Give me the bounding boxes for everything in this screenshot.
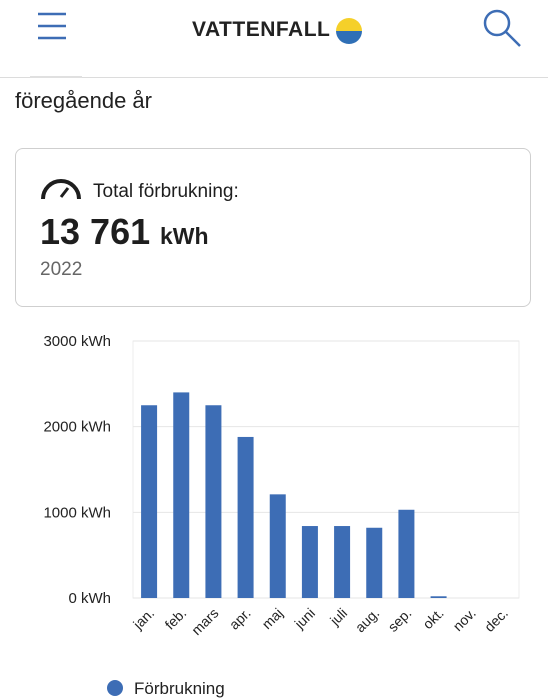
summary-label: Total förbrukning: (93, 181, 239, 202)
x-tick-label: dec. (481, 605, 511, 635)
legend-label: Förbrukning (134, 679, 225, 698)
gauge-icon (41, 179, 81, 200)
y-tick-label: 0 kWh (68, 590, 111, 607)
x-tick-label: sep. (385, 605, 415, 635)
x-tick-label: aug. (352, 605, 383, 636)
scroll-hint (30, 76, 82, 78)
bar (398, 509, 415, 598)
legend-marker (107, 680, 123, 696)
y-tick-label: 2000 kWh (43, 419, 111, 436)
x-tick-label: apr. (226, 605, 254, 633)
y-tick-label: 3000 kWh (43, 333, 111, 350)
x-tick-label: nov. (450, 605, 479, 634)
summary-year: 2022 (40, 259, 83, 280)
x-tick-label: okt. (419, 605, 446, 632)
bar (334, 526, 351, 598)
plot-frame (132, 340, 520, 599)
x-tick-label: juli (326, 605, 350, 629)
x-tick-label: juni (291, 605, 318, 632)
bar (141, 405, 158, 598)
summary-total: 13 761 (40, 211, 151, 252)
x-tick-label: jan. (129, 605, 157, 633)
menu-button[interactable] (36, 10, 70, 44)
search-button[interactable] (480, 6, 524, 50)
x-tick-label: maj (259, 605, 286, 632)
subtitle: föregående år (15, 88, 152, 113)
bar (301, 526, 318, 598)
chart: 0 kWh 1000 kWh 2000 kWh 3000 kWh jan. feb.mar… (43, 333, 520, 698)
y-tick-label: 1000 kWh (43, 504, 111, 521)
summary-unit: kWh (160, 223, 209, 249)
bar (173, 392, 190, 598)
bar (269, 494, 286, 598)
bar (205, 405, 222, 598)
bar (366, 527, 383, 598)
logo-mark (336, 18, 362, 44)
x-tick-label: mars (188, 605, 221, 638)
bar (430, 596, 447, 598)
bar (237, 436, 254, 598)
x-tick-label: feb. (162, 605, 190, 633)
logo[interactable]: VATTENFALL (192, 18, 331, 41)
summary-card: Total förbrukning: 13 761 kWh 2022 (15, 148, 531, 307)
top-bar: VATTENFALL (0, 0, 548, 78)
